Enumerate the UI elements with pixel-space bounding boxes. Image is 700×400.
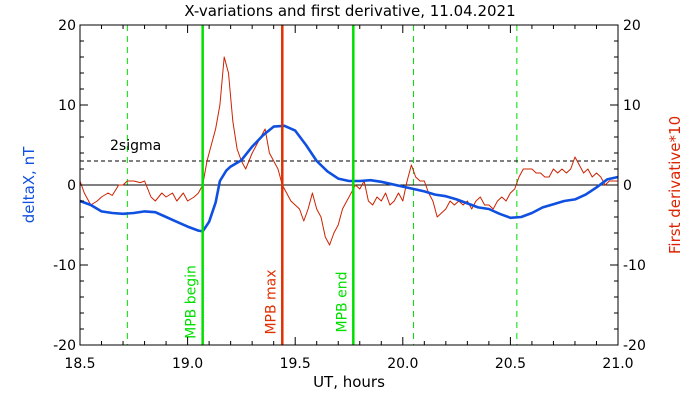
threshold-label: 2sigma	[110, 138, 161, 154]
x-tick-label-5: 21.0	[602, 356, 633, 372]
y-tick-label-left-0: 20	[58, 18, 76, 34]
marker-label-1: MPB max	[263, 269, 279, 334]
y-axis-label-left: deltaX, nT	[20, 146, 38, 223]
marker-layer: MPB begin MPB max MPB end	[184, 25, 355, 345]
ticks-layer: 18.5 19.0 19.5 20.0 20.5 21.0 20 20 10 10 0 0 -10 -10…	[53, 18, 646, 372]
y-tick-label-left-3: -10	[53, 258, 76, 274]
x-axis-label: UT, hours	[313, 373, 385, 391]
y-tick-label-right-0: 20	[623, 18, 641, 34]
marker-label-0: MPB begin	[184, 265, 200, 339]
y-tick-label-right-3: -10	[623, 258, 646, 274]
x-tick-label-4: 20.5	[495, 356, 526, 372]
series-line-left	[79, 124, 619, 233]
x-tick-label-1: 19.0	[172, 356, 203, 372]
chart-title: X-variations and first derivative, 11.04…	[184, 2, 515, 20]
y-tick-label-left-1: 10	[58, 98, 76, 114]
series-layer	[79, 56, 619, 246]
series-line-right	[79, 56, 618, 246]
y-tick-label-right-2: 0	[623, 178, 632, 194]
x-tick-label-2: 19.5	[280, 356, 311, 372]
reference-lines	[80, 160, 618, 186]
y-tick-label-left-2: 0	[67, 178, 76, 194]
y-tick-label-right-4: -20	[623, 338, 646, 354]
x-tick-label-0: 18.5	[64, 356, 95, 372]
x-tick-label-3: 20.0	[387, 356, 418, 372]
y-tick-label-right-1: 10	[623, 98, 641, 114]
y-tick-label-left-4: -20	[53, 338, 76, 354]
marker-label-2: MPB end	[334, 272, 350, 333]
y-axis-label-right: First derivative*10	[666, 116, 684, 254]
